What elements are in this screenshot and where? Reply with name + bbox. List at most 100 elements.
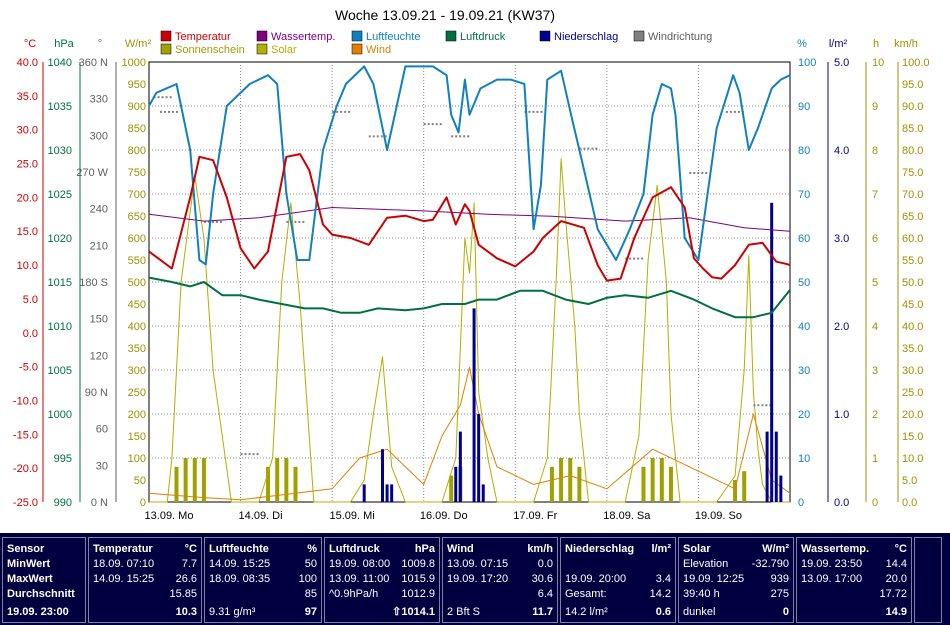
rain-bar <box>458 431 462 502</box>
legend-swatch <box>351 30 363 42</box>
wind-direction-dot <box>380 135 383 138</box>
sunshine-bar <box>650 458 655 502</box>
wind-max-time: 19.09. 17:20 <box>447 573 509 585</box>
sunshine-bar <box>293 466 298 502</box>
axis-tick-label: 25.0 <box>17 159 38 171</box>
sunshine-bar <box>174 466 179 502</box>
rain-bar <box>765 431 769 502</box>
axis-tick-label: 90 N <box>85 387 108 399</box>
wind-direction-dot <box>348 110 351 113</box>
axis-tick-label: 990 <box>54 497 72 509</box>
axis-tick-label: 4 <box>872 321 878 333</box>
wind-direction-dot <box>697 172 700 174</box>
wind-direction-dot <box>302 220 305 223</box>
axis-tick-label: 1000 <box>48 409 72 421</box>
row-avg: Durchschnitt <box>7 588 75 600</box>
press-min: 1009.8 <box>401 558 435 570</box>
wind-direction-dot <box>435 123 438 126</box>
legend-swatch <box>445 30 457 42</box>
wind-min-time: 13.09. 07:15 <box>447 558 509 570</box>
axis-tick-label: 240 <box>90 204 108 216</box>
axis-tick-label: 450 <box>128 299 146 311</box>
wind-direction-dot <box>637 257 640 260</box>
col-solar: Solar W/m² Elevation -32.790 19.09. 12:25 9… <box>678 537 794 623</box>
water-avg: 17.72 <box>879 588 907 600</box>
wind-direction-dot <box>372 135 375 138</box>
rain-sum: 14.2 l/m² <box>565 606 608 618</box>
axis-tick-label: -10.0 <box>13 395 38 407</box>
rain-bar <box>770 202 774 503</box>
axis-tick-label: 180 S <box>79 277 108 289</box>
axis-tick-label: 9 <box>872 101 878 113</box>
wind-direction-dot <box>579 147 582 150</box>
axis-tick-label: 40.0 <box>902 321 923 333</box>
legend-label: Wassertemp. <box>271 31 335 43</box>
col-wind: Wind km/h 13.09. 07:15 0.0 19.09. 17:20 30.… <box>442 537 558 623</box>
wind-direction-dot <box>340 110 343 113</box>
axis-tick-label: 30 <box>96 460 108 472</box>
wind-direction-dot <box>459 135 462 138</box>
water-min: 14.4 <box>885 558 907 570</box>
axis-tick-label: 15.0 <box>17 226 38 238</box>
axis-tick-label: 120 <box>90 350 108 362</box>
axis-tick-label: 250 <box>128 387 146 399</box>
axis-tick-label: 20 <box>798 409 810 421</box>
axis-unit-label: l/m² <box>829 38 848 50</box>
wind-direction-dot <box>159 110 162 113</box>
axis-tick-label: 0 N <box>91 497 108 509</box>
axis-tick-label: 500 <box>128 277 146 289</box>
axis-tick-label: 85.0 <box>902 123 923 135</box>
wind-direction-dot <box>528 110 531 113</box>
axis-unit-label: °C <box>24 38 36 50</box>
axis-tick-label: 50.0 <box>902 277 923 289</box>
chart-title: Woche 13.09.21 - 19.09.21 (KW37) <box>335 7 555 23</box>
wind-direction-dot <box>737 110 740 113</box>
legend-swatch <box>539 30 551 42</box>
axis-tick-label: 70 <box>798 189 810 201</box>
col-empty <box>914 537 942 623</box>
water-max: 20.0 <box>885 573 907 585</box>
rain-unit: l/m² <box>651 543 671 555</box>
wind-direction-dot <box>368 135 371 138</box>
legend-label: Wind <box>366 44 391 56</box>
axis-tick-label: 1 <box>872 453 878 465</box>
axis-tick-label: 550 <box>128 255 146 267</box>
wind-direction-dot <box>451 135 454 138</box>
axis-tick-label: 50 <box>134 475 146 487</box>
wind-avg: 6.4 <box>537 588 553 600</box>
axis-tick-label: 850 <box>128 123 146 135</box>
wind-direction-dot <box>439 123 442 126</box>
axis-tick-label: 5 <box>872 277 878 289</box>
wind-direction-dot <box>203 220 206 223</box>
axis-tick-label: 60 <box>96 424 108 436</box>
wind-direction-dot <box>423 123 426 126</box>
sunshine-bar <box>192 458 197 502</box>
axis-tick-label: 0.0 <box>23 328 38 340</box>
summary-table: Sensor MinWert MaxWert Durchschnitt 19.0… <box>0 533 950 625</box>
series-line-luftdruck <box>148 276 791 319</box>
wind-direction-dot <box>211 220 214 223</box>
axis-tick-label: 30 <box>798 365 810 377</box>
water-unit: °C <box>894 543 907 555</box>
rain-now: 0.6 <box>655 606 671 618</box>
col-luftfeuchte: Luftfeuchte% 14.09. 15:25 50 18.09. 08:35… <box>204 537 322 623</box>
axis-tick-label: 10 <box>872 57 884 69</box>
hum-now: 97 <box>304 606 317 618</box>
axis-tick-label: 10.0 <box>17 260 38 272</box>
hum-min-time: 14.09. 15:25 <box>209 558 271 570</box>
series-line-temperatur <box>148 153 791 282</box>
press-unit: hPa <box>414 543 435 555</box>
rain-bar <box>390 484 394 502</box>
wind-direction-dot <box>332 110 335 113</box>
axis-unit-label: ° <box>98 38 102 50</box>
wind-direction-dot <box>207 220 210 223</box>
sunshine-bar <box>577 466 582 502</box>
axis-tick-label: 1000 <box>122 57 146 69</box>
axis-tick-label: 95.0 <box>902 79 923 91</box>
axis-tick-label: 100 <box>798 57 816 69</box>
row-min: MinWert <box>7 558 51 570</box>
axis-tick-label: -5.0 <box>19 362 38 374</box>
axis-tick-label: 90 <box>798 101 810 113</box>
wind-direction-dot <box>240 453 243 456</box>
legend-swatch <box>351 43 363 55</box>
